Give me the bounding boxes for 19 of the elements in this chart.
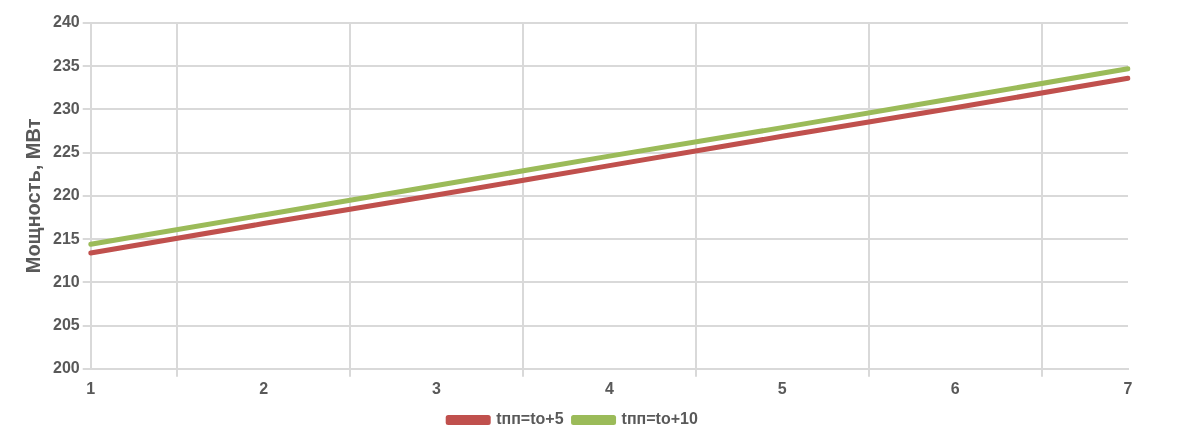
y-tick-label: 215: [52, 229, 80, 247]
y-tick-label: 225: [52, 143, 80, 161]
y-tick-label: 240: [52, 13, 80, 31]
y-tick-label: 210: [52, 272, 80, 290]
y-axis-title: Мощность, МВт: [21, 118, 44, 274]
y-tick-label: 205: [52, 315, 80, 333]
x-tick-label: 6: [950, 379, 960, 397]
x-tick-label: 1: [86, 379, 96, 397]
x-tick-label: 4: [604, 379, 614, 397]
y-tick-label: 220: [52, 186, 80, 204]
legend-label: tпп=to+5: [496, 410, 564, 428]
x-tick-label: 3: [432, 379, 442, 397]
y-tick-label: 230: [52, 99, 80, 117]
legend-label: tпп=to+10: [621, 410, 698, 428]
x-tick-label: 5: [777, 379, 787, 397]
x-tick-label: 7: [1123, 379, 1133, 397]
y-tick-label: 235: [52, 56, 80, 74]
x-tick-label: 2: [259, 379, 269, 397]
y-tick-label: 200: [52, 359, 80, 377]
